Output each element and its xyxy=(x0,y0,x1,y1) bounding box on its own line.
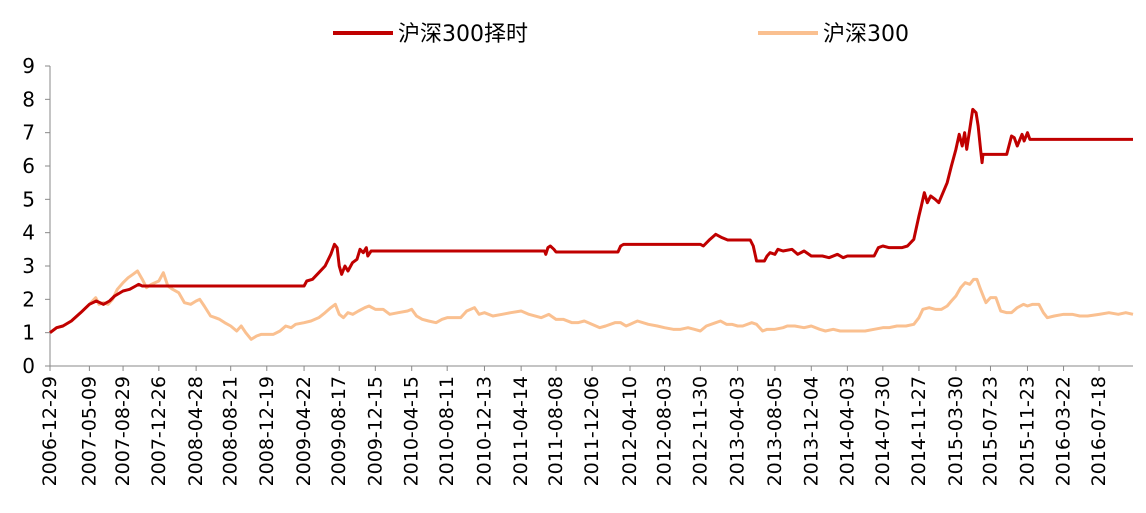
legend-label-timing: 沪深300择时 xyxy=(398,22,528,47)
y-tick-label: 7 xyxy=(22,121,35,145)
x-tick-label: 2007-05-09 xyxy=(78,376,100,486)
x-tick-label: 2016-07-18 xyxy=(1088,376,1110,486)
x-tick-label: 2008-08-21 xyxy=(220,376,242,486)
x-tick-label: 2011-04-14 xyxy=(510,376,532,486)
y-tick-label: 9 xyxy=(22,54,35,78)
x-tick-label: 2014-04-03 xyxy=(836,376,858,486)
x-tick-label: 2007-08-29 xyxy=(112,376,134,486)
x-tick-label: 2006-12-29 xyxy=(39,376,61,486)
x-tick-label: 2010-08-11 xyxy=(436,376,458,486)
x-tick-label: 2014-11-27 xyxy=(908,376,930,486)
y-tick-label: 0 xyxy=(22,354,35,378)
x-tick-label: 2012-11-30 xyxy=(689,376,711,486)
x-tick-label: 2009-08-17 xyxy=(328,376,350,486)
x-tick-label: 2016-03-22 xyxy=(1053,376,1075,486)
x-tick-label: 2009-04-22 xyxy=(293,376,315,486)
y-axis: 0 1 2 3 4 5 6 7 8 9 xyxy=(22,54,51,378)
legend: 沪深300择时 沪深300 xyxy=(333,22,909,47)
x-tick-label: 2015-11-23 xyxy=(1016,376,1038,486)
x-tick-label: 2008-04-28 xyxy=(185,376,207,486)
y-tick-label: 5 xyxy=(22,187,35,211)
x-tick-label: 2011-08-08 xyxy=(545,376,567,486)
x-tick-label: 2008-12-19 xyxy=(256,376,278,486)
x-tick-label: 2012-04-10 xyxy=(619,376,641,486)
y-tick-label: 3 xyxy=(22,254,35,278)
x-axis: 2006-12-29 2007-05-09 2007-08-29 2007-12-26… xyxy=(39,365,1133,486)
series-line-index xyxy=(49,269,1134,341)
x-tick-label: 2010-04-15 xyxy=(401,376,423,486)
legend-label-index: 沪深300 xyxy=(823,22,909,47)
x-tick-label: 2013-12-04 xyxy=(800,376,822,486)
y-tick-label: 6 xyxy=(22,154,35,178)
x-tick-label: 2013-04-03 xyxy=(727,376,749,486)
y-tick-label: 2 xyxy=(22,287,35,311)
series-line-timing xyxy=(49,107,1133,334)
x-tick-label: 2014-07-30 xyxy=(872,376,894,486)
x-tick-label: 2013-08-05 xyxy=(764,376,786,486)
y-tick-label: 1 xyxy=(22,321,35,345)
x-tick-label: 2011-12-06 xyxy=(581,376,603,486)
x-tick-label: 2015-07-23 xyxy=(979,376,1001,486)
x-tick-label: 2012-08-03 xyxy=(654,376,676,486)
x-tick-label: 2010-12-13 xyxy=(473,376,495,486)
y-tick-label: 8 xyxy=(22,87,35,111)
y-tick-label: 4 xyxy=(22,221,35,245)
series-group xyxy=(49,107,1134,341)
x-tick-label: 2009-12-15 xyxy=(364,376,386,486)
x-tick-label: 2007-12-26 xyxy=(148,376,170,486)
x-tick-label: 2015-03-30 xyxy=(945,376,967,486)
